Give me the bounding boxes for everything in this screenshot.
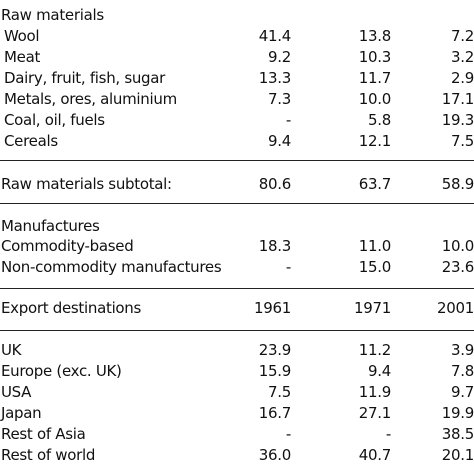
destinations-header-row: Export destinations 1961 1971 2001 (0, 298, 474, 319)
raw-materials-heading-row: Raw materials (0, 5, 474, 26)
row-label: UK (1, 341, 22, 359)
value-1971: 63.7 (358, 175, 392, 193)
value-1971: 27.1 (358, 404, 392, 422)
value-2001: 38.5 (441, 425, 474, 443)
value-1971: 15.0 (358, 258, 392, 276)
value-2001: 7.2 (451, 27, 474, 45)
table-row: Commodity-based 18.3 11.0 10.0 (0, 236, 474, 257)
table-row: Dairy, fruit, fish, sugar 13.3 11.7 2.9 (0, 68, 474, 89)
row-label: Wool (4, 27, 40, 45)
divider (0, 288, 474, 289)
table-row: Europe (exc. UK) 15.9 9.4 7.8 (0, 361, 474, 382)
value-1971: 10.3 (358, 48, 392, 66)
year-header-1971: 1971 (354, 299, 391, 317)
value-1961: 16.7 (258, 404, 292, 422)
value-2001: 19.3 (441, 111, 474, 129)
manufactures-heading-row: Manufactures (0, 216, 474, 237)
subtotal-row: Raw materials subtotal: 80.6 63.7 58.9 (0, 174, 474, 195)
value-1961: 7.5 (268, 383, 291, 401)
row-label: Japan (1, 404, 42, 422)
row-label: Non-commodity manufactures (1, 258, 222, 276)
value-2001: 3.2 (451, 48, 474, 66)
value-1961: - (285, 258, 291, 276)
value-1961: 9.2 (268, 48, 291, 66)
value-2001: 23.6 (441, 258, 474, 276)
table-row: Rest of Asia - - 38.5 (0, 424, 474, 445)
row-label: Metals, ores, aluminium (4, 90, 177, 108)
table-row: Meat 9.2 10.3 3.2 (0, 47, 474, 68)
value-1961: 80.6 (258, 175, 292, 193)
value-1971: 11.9 (358, 383, 392, 401)
value-1971: 13.8 (358, 27, 392, 45)
row-label: Commodity-based (1, 237, 134, 255)
value-1971: 9.4 (368, 362, 391, 380)
value-1971: 11.7 (358, 69, 392, 87)
table-row: Metals, ores, aluminium 7.3 10.0 17.1 (0, 89, 474, 110)
value-1961: 15.9 (258, 362, 292, 380)
row-label: Rest of world (1, 446, 96, 464)
value-1971: 11.2 (358, 341, 392, 359)
table-row: Wool 41.4 13.8 7.2 (0, 26, 474, 47)
value-1971: - (385, 425, 391, 443)
divider (0, 160, 474, 161)
table-row: Cereals 9.4 12.1 7.5 (0, 131, 474, 152)
year-header-1961: 1961 (254, 299, 291, 317)
row-label: Europe (exc. UK) (1, 362, 122, 380)
section-heading: Manufactures (1, 217, 100, 235)
value-2001: 3.9 (451, 341, 474, 359)
value-2001: 17.1 (441, 90, 474, 108)
value-1961: 7.3 (268, 90, 291, 108)
row-label: Meat (4, 48, 41, 66)
value-1961: 9.4 (268, 132, 291, 150)
year-header-2001: 2001 (437, 299, 474, 317)
row-label: Coal, oil, fuels (4, 111, 105, 129)
value-2001: 20.1 (441, 446, 474, 464)
value-2001: 19.9 (441, 404, 474, 422)
subtotal-label: Raw materials subtotal: (1, 175, 172, 193)
value-1961: 13.3 (258, 69, 292, 87)
value-1961: 18.3 (258, 237, 292, 255)
value-1961: - (285, 111, 291, 129)
value-1971: 10.0 (358, 90, 392, 108)
row-label: Rest of Asia (1, 425, 86, 443)
table-row: Coal, oil, fuels - 5.8 19.3 (0, 110, 474, 131)
value-1961: - (285, 425, 291, 443)
divider (0, 330, 474, 331)
table-row: Non-commodity manufactures - 15.0 23.6 (0, 257, 474, 278)
value-2001: 7.8 (451, 362, 474, 380)
value-1971: 5.8 (368, 111, 391, 129)
row-label: USA (1, 383, 32, 401)
value-1971: 12.1 (358, 132, 392, 150)
table-row: Japan 16.7 27.1 19.9 (0, 403, 474, 424)
table-row: USA 7.5 11.9 9.7 (0, 382, 474, 403)
value-2001: 7.5 (451, 132, 474, 150)
value-1971: 40.7 (358, 446, 392, 464)
column-header-label: Export destinations (1, 299, 142, 317)
value-1961: 41.4 (258, 27, 292, 45)
value-2001: 58.9 (441, 175, 474, 193)
row-label: Dairy, fruit, fish, sugar (4, 69, 166, 87)
value-1961: 23.9 (258, 341, 292, 359)
section-heading: Raw materials (1, 6, 104, 24)
table-row: UK 23.9 11.2 3.9 (0, 340, 474, 361)
value-2001: 9.7 (451, 383, 474, 401)
value-2001: 2.9 (451, 69, 474, 87)
value-1971: 11.0 (358, 237, 392, 255)
row-label: Cereals (4, 132, 58, 150)
divider (0, 203, 474, 204)
value-2001: 10.0 (441, 237, 474, 255)
value-1961: 36.0 (258, 446, 292, 464)
table-row: Rest of world 36.0 40.7 20.1 (0, 445, 474, 466)
